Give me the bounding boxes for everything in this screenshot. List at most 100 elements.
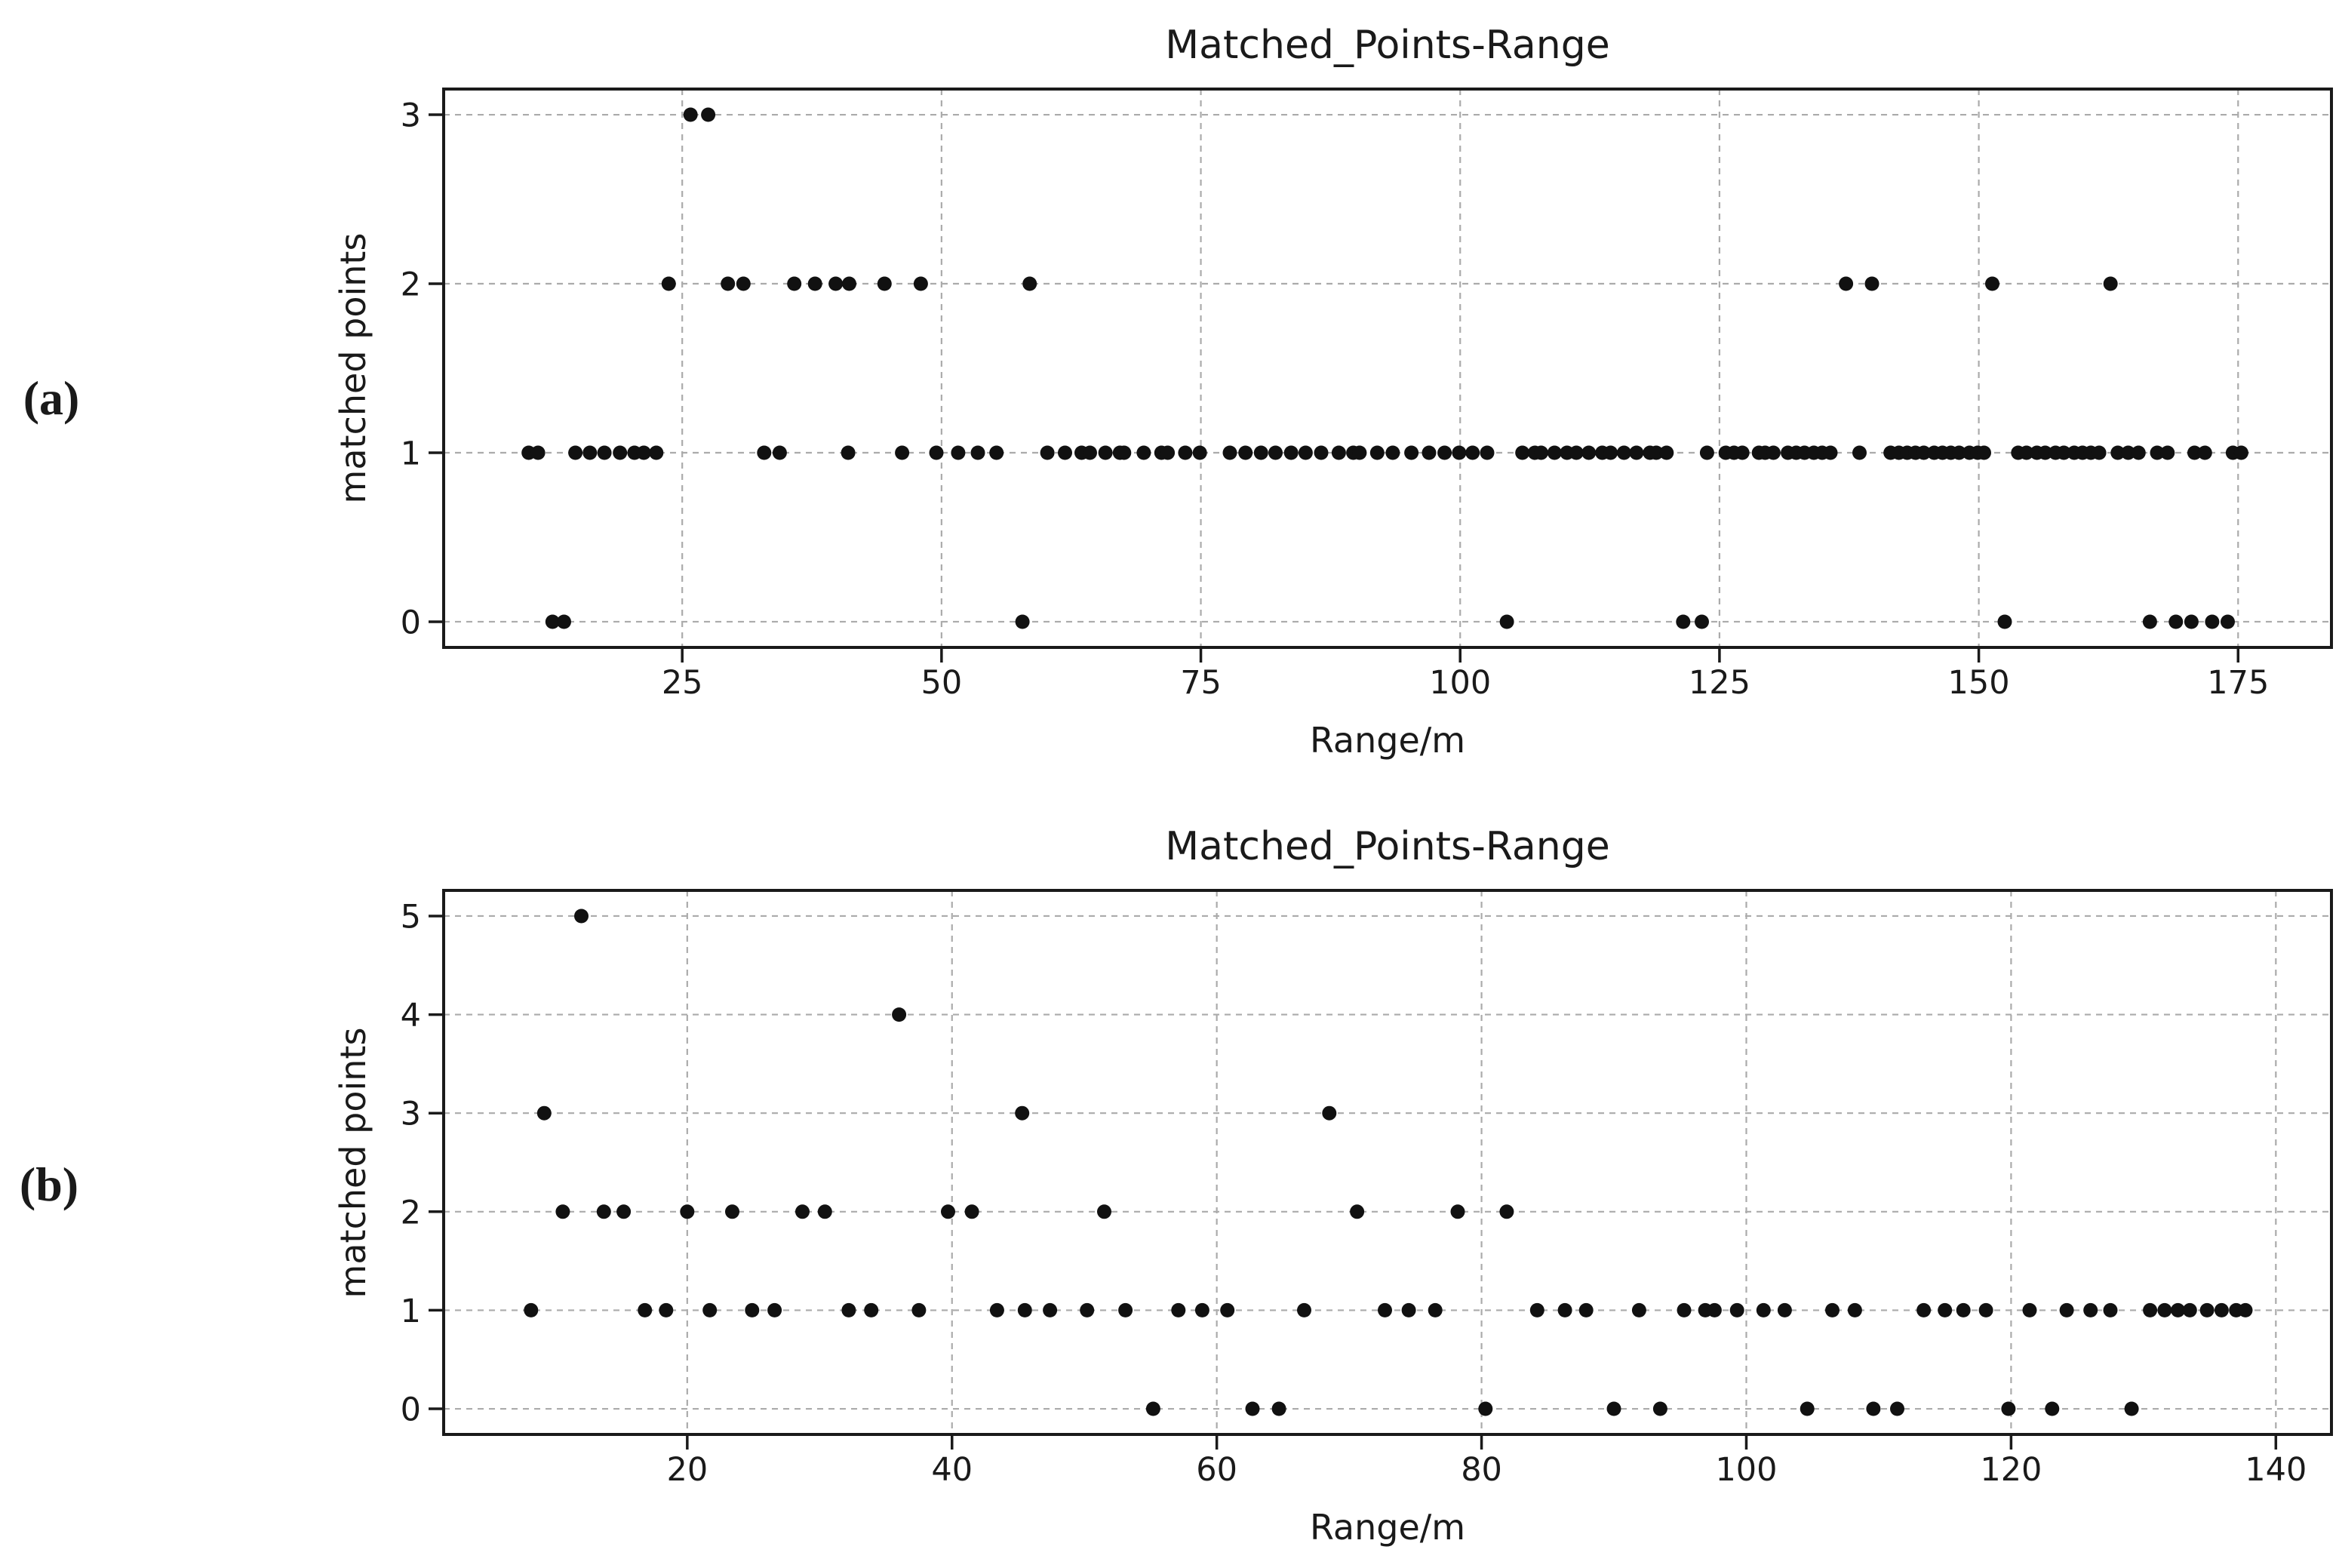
series-matched-0 bbox=[1145, 1401, 2139, 1416]
data-point bbox=[1777, 1302, 1792, 1317]
data-point bbox=[1952, 445, 1966, 460]
data-point bbox=[1916, 445, 1932, 460]
data-point bbox=[613, 445, 628, 460]
data-point bbox=[941, 1204, 955, 1219]
chart-title-b: Matched_Points-Range bbox=[1165, 824, 1610, 869]
data-point bbox=[1659, 445, 1674, 460]
data-point bbox=[1040, 445, 1055, 460]
data-point bbox=[1253, 445, 1268, 460]
data-point bbox=[895, 445, 910, 460]
data-point bbox=[2205, 614, 2220, 629]
data-point bbox=[2171, 1302, 2185, 1317]
data-point bbox=[1606, 1401, 1621, 1416]
data-point bbox=[1499, 1204, 1514, 1219]
data-point bbox=[1676, 614, 1691, 629]
data-point bbox=[1839, 276, 1854, 291]
data-point bbox=[745, 1302, 760, 1317]
data-point bbox=[1707, 1302, 1722, 1317]
y-tick-label: 2 bbox=[401, 266, 421, 303]
data-point bbox=[1160, 445, 1176, 460]
data-point bbox=[1220, 1302, 1235, 1317]
data-point bbox=[1245, 1401, 1260, 1416]
data-point bbox=[1557, 1302, 1572, 1317]
data-point bbox=[1238, 445, 1253, 460]
data-point bbox=[1222, 445, 1237, 460]
data-point bbox=[2103, 276, 2118, 291]
data-point bbox=[1916, 1302, 1932, 1317]
series-matched-3 bbox=[536, 1105, 1337, 1121]
data-point bbox=[2143, 1302, 2158, 1317]
data-point bbox=[2168, 614, 2184, 629]
data-point bbox=[1977, 445, 1991, 460]
y-axis-label-b: matched points bbox=[333, 1027, 373, 1298]
plot-area-b: 20 40 60 80 100 120 140 0 1 2 3 4 5 bbox=[401, 889, 2333, 1489]
data-point bbox=[2221, 614, 2235, 629]
x-tick-label: 75 bbox=[1180, 664, 1222, 702]
data-point bbox=[1401, 1302, 1416, 1317]
data-point bbox=[892, 1007, 907, 1022]
data-point bbox=[649, 445, 664, 460]
data-point bbox=[1499, 614, 1514, 629]
data-point bbox=[1569, 445, 1584, 460]
series-matched-5 bbox=[574, 909, 589, 924]
data-point bbox=[555, 1204, 570, 1219]
data-point bbox=[1297, 1302, 1311, 1317]
x-axis-label-b: Range/m bbox=[1309, 1507, 1466, 1548]
data-point bbox=[1118, 1302, 1133, 1317]
y-tick-label: 3 bbox=[401, 97, 421, 135]
data-point bbox=[1864, 276, 1879, 291]
data-point bbox=[772, 445, 787, 460]
y-tick-label: 1 bbox=[401, 1293, 421, 1330]
data-point bbox=[913, 276, 928, 291]
data-point bbox=[1735, 445, 1750, 460]
x-tick-label: 140 bbox=[2245, 1451, 2307, 1489]
data-point bbox=[1729, 1302, 1744, 1317]
data-point bbox=[1452, 445, 1467, 460]
data-point bbox=[1422, 445, 1437, 460]
data-point bbox=[2056, 445, 2071, 460]
data-point bbox=[1534, 445, 1548, 460]
data-point bbox=[1283, 445, 1299, 460]
data-point bbox=[2142, 614, 2157, 629]
data-point bbox=[1631, 1302, 1646, 1317]
data-point bbox=[1997, 614, 2012, 629]
data-point bbox=[659, 1302, 674, 1317]
data-point bbox=[2103, 1302, 2118, 1317]
data-point bbox=[1322, 1105, 1337, 1121]
data-point bbox=[1271, 1401, 1286, 1416]
data-point bbox=[2184, 614, 2199, 629]
data-point bbox=[2157, 1302, 2172, 1317]
data-point bbox=[1480, 445, 1495, 460]
data-point bbox=[2045, 1401, 2060, 1416]
data-point bbox=[702, 1302, 718, 1317]
data-point bbox=[2001, 1401, 2016, 1416]
series-matched-4 bbox=[892, 1007, 907, 1022]
data-point bbox=[1956, 1302, 1971, 1317]
series-matched-2 bbox=[555, 1204, 1514, 1219]
data-point bbox=[1314, 445, 1329, 460]
x-tick-label: 20 bbox=[666, 1451, 708, 1489]
data-point bbox=[1756, 1302, 1771, 1317]
y-tick-label: 0 bbox=[401, 1391, 421, 1429]
data-point bbox=[1352, 445, 1367, 460]
data-point bbox=[989, 445, 1004, 460]
data-point bbox=[661, 276, 676, 291]
data-point bbox=[1350, 1204, 1365, 1219]
data-point bbox=[1178, 445, 1193, 460]
data-point bbox=[1581, 445, 1597, 460]
data-point bbox=[1547, 445, 1562, 460]
data-point bbox=[787, 276, 802, 291]
data-point bbox=[757, 445, 772, 460]
data-point bbox=[2238, 1302, 2253, 1317]
data-point bbox=[1331, 445, 1346, 460]
data-point bbox=[1136, 445, 1151, 460]
data-point bbox=[1629, 445, 1644, 460]
data-point bbox=[1852, 445, 1867, 460]
data-point bbox=[842, 276, 856, 291]
data-point bbox=[2199, 1302, 2215, 1317]
data-point bbox=[1529, 1302, 1544, 1317]
panel-label-b: (b) bbox=[19, 1158, 79, 1211]
data-point bbox=[1083, 445, 1097, 460]
data-point bbox=[524, 1302, 539, 1317]
